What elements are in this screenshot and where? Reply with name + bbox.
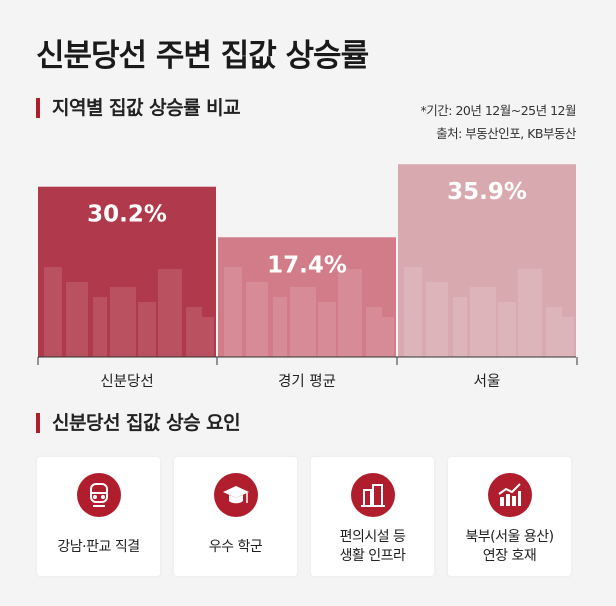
- factor-card: 편의시설 등 생활 인프라: [311, 457, 434, 576]
- category-label: 신분당선: [100, 374, 154, 390]
- section-heading-comparison: 지역별 집값 상승률 비교: [36, 98, 241, 118]
- growth-chart-icon: [487, 473, 532, 517]
- buildings-decoration: [224, 267, 394, 357]
- factor-label: 편의시설 등 생활 인프라: [339, 529, 406, 564]
- source-note: 출처: 부동산인포, KB부동산: [436, 126, 576, 141]
- factor-card: 북부(서울 용산) 연장 호재: [448, 457, 571, 576]
- buildings-icon: [350, 473, 395, 517]
- section-heading-factors: 신분당선 집값 상승 요인: [36, 413, 241, 433]
- bar: [218, 237, 396, 357]
- buildings-decoration: [404, 267, 574, 357]
- bar: [38, 186, 216, 357]
- category-label: 경기 평균: [278, 374, 336, 390]
- page-title: 신분당선 주변 집값 상승률: [36, 38, 369, 74]
- factor-label: 우수 학군: [208, 538, 263, 555]
- factor-card: 강남·판교 직결: [37, 457, 160, 576]
- factor-label: 강남·판교 직결: [57, 538, 140, 555]
- category-label: 서울: [473, 374, 501, 390]
- bar-chart: 30.2% 17.4% 35.9%: [37, 164, 578, 365]
- bar: [398, 164, 576, 357]
- data-label: 30.2%: [87, 202, 167, 228]
- factor-card: 우수 학군: [174, 457, 297, 576]
- data-label: 35.9%: [447, 179, 527, 205]
- period-note: *기간: 20년 12월~25년 12월: [420, 103, 577, 118]
- data-label: 17.4%: [267, 252, 347, 278]
- factor-label: 북부(서울 용산) 연장 호재: [465, 529, 554, 564]
- graduation-cap-icon: [213, 473, 258, 517]
- train-icon: [76, 473, 121, 517]
- buildings-decoration: [44, 267, 214, 357]
